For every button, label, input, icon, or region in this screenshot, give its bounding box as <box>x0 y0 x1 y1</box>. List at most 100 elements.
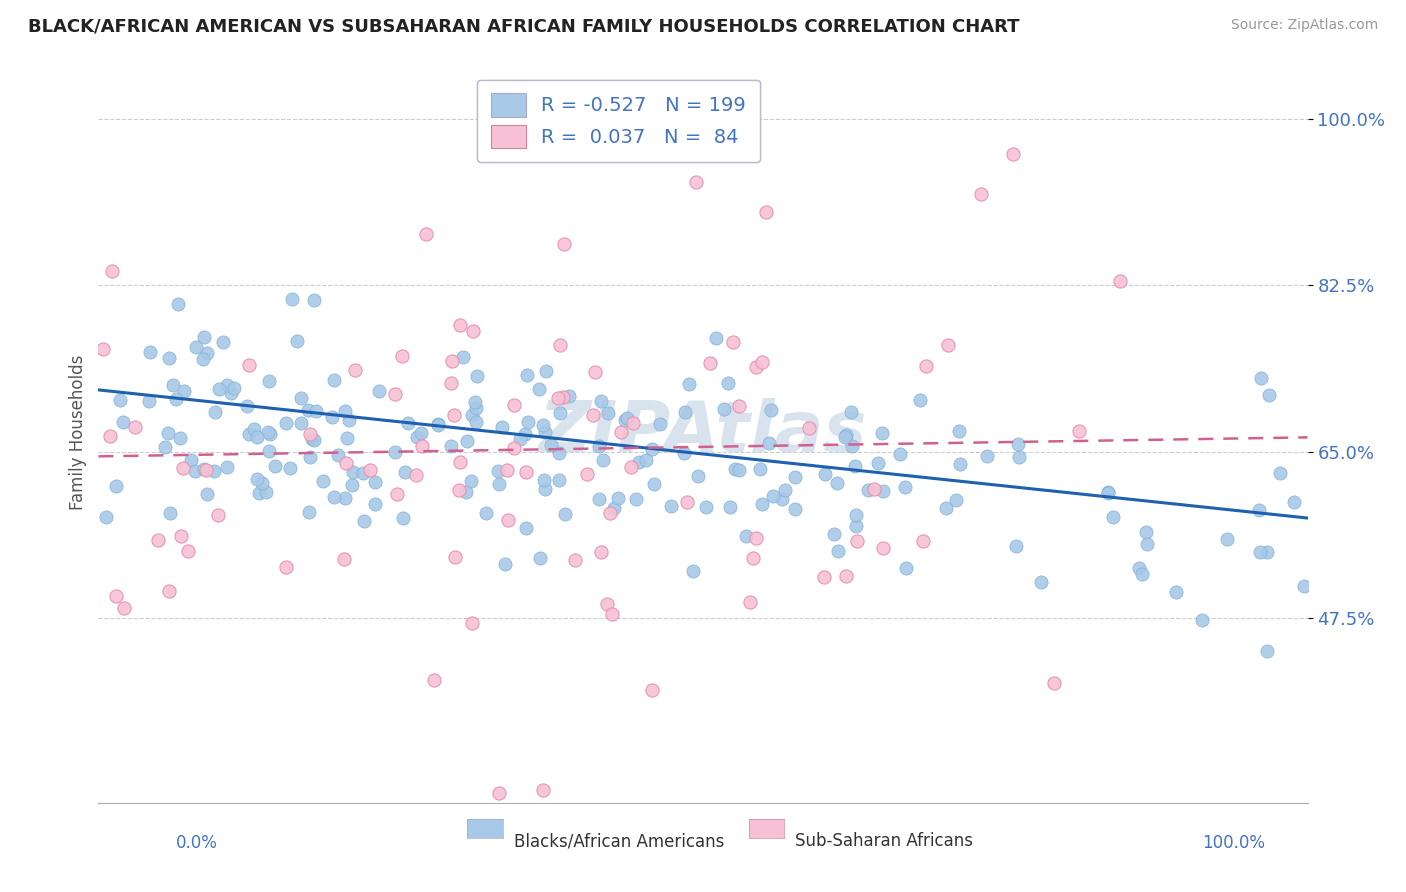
Point <box>242 422 264 436</box>
Point <box>193 462 215 476</box>
Point <box>352 466 374 480</box>
Point <box>1008 450 1031 465</box>
Point <box>621 417 644 431</box>
Point <box>304 433 326 447</box>
Point <box>456 485 478 500</box>
Point <box>298 427 321 442</box>
Point <box>222 380 245 394</box>
Point <box>583 365 606 379</box>
Point <box>212 334 235 349</box>
Point <box>813 570 835 584</box>
Point <box>405 467 427 482</box>
Point <box>783 470 806 484</box>
Point <box>443 409 465 423</box>
Point <box>364 497 387 511</box>
Point <box>207 508 229 523</box>
Point <box>948 424 970 438</box>
Point <box>298 450 321 464</box>
Point <box>344 363 367 377</box>
Point <box>176 544 198 558</box>
Point <box>153 440 176 454</box>
Point <box>280 293 302 307</box>
Point <box>323 373 346 387</box>
Point <box>335 404 357 418</box>
Point <box>841 439 863 453</box>
Point <box>235 399 257 413</box>
Point <box>616 411 638 425</box>
Point <box>889 447 911 461</box>
Point <box>602 500 624 515</box>
Point <box>945 493 967 508</box>
Point <box>304 293 326 307</box>
Point <box>427 418 450 433</box>
Point <box>159 506 181 520</box>
Point <box>172 460 194 475</box>
Point <box>496 513 519 527</box>
Point <box>202 464 225 478</box>
Text: 100.0%: 100.0% <box>1202 834 1265 852</box>
Point <box>169 529 191 543</box>
Point <box>592 452 614 467</box>
Point <box>460 474 482 488</box>
Point <box>1256 545 1278 559</box>
Point <box>465 368 488 383</box>
Point <box>208 382 231 396</box>
Point <box>1216 532 1239 546</box>
Point <box>180 452 202 467</box>
Point <box>845 519 868 533</box>
Point <box>157 351 180 365</box>
Point <box>1130 566 1153 581</box>
Point <box>596 597 619 611</box>
Point <box>100 264 122 278</box>
Point <box>858 483 880 497</box>
Point <box>264 459 287 474</box>
Point <box>394 465 416 479</box>
Point <box>785 501 807 516</box>
Point <box>678 377 700 392</box>
Point <box>1250 371 1272 385</box>
Point <box>1102 510 1125 524</box>
Point <box>290 391 312 405</box>
Point <box>531 783 554 797</box>
Point <box>688 468 710 483</box>
Point <box>628 455 651 469</box>
Point <box>297 403 319 417</box>
Point <box>326 448 349 462</box>
Point <box>353 514 375 528</box>
Point <box>588 492 610 507</box>
Point <box>461 324 484 338</box>
Point <box>846 534 869 549</box>
Point <box>259 426 281 441</box>
Text: Sub-Saharan Africans: Sub-Saharan Africans <box>796 832 973 850</box>
Point <box>751 497 773 511</box>
Point <box>553 236 575 251</box>
Point <box>359 463 381 477</box>
Point <box>936 337 959 351</box>
Point <box>596 406 619 420</box>
Point <box>246 430 269 444</box>
Point <box>112 601 135 615</box>
Point <box>456 434 478 448</box>
Point <box>238 426 260 441</box>
Point <box>614 413 637 427</box>
Point <box>827 543 849 558</box>
Point <box>610 425 633 439</box>
Point <box>298 504 321 518</box>
Point <box>488 476 510 491</box>
Point <box>659 499 682 513</box>
Point <box>1257 388 1279 402</box>
Point <box>517 415 540 429</box>
Point <box>515 465 537 479</box>
Point <box>259 374 281 388</box>
Point <box>588 440 610 454</box>
Point <box>896 561 918 575</box>
Point <box>257 443 280 458</box>
Point <box>287 334 309 349</box>
Point <box>949 457 972 471</box>
Point <box>169 431 191 445</box>
Point <box>762 489 785 503</box>
Point <box>391 511 413 525</box>
Point <box>1069 424 1091 438</box>
Point <box>1294 579 1316 593</box>
Point <box>108 393 131 408</box>
